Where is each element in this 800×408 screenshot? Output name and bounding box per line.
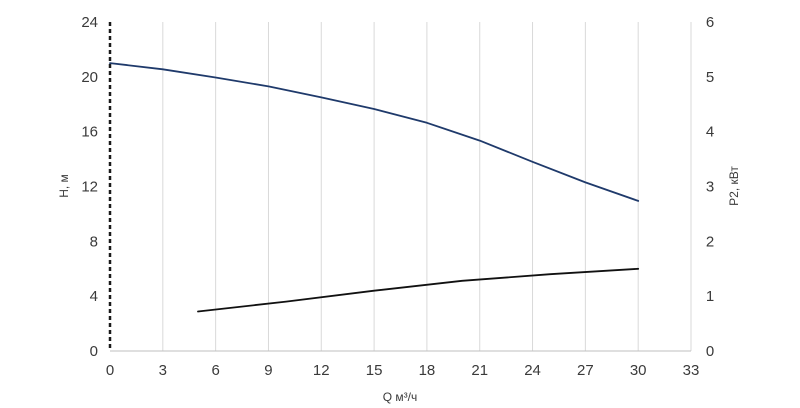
right-y-tick-label: 4: [706, 124, 714, 141]
left-y-tick-label: 8: [90, 233, 98, 250]
left-y-axis-label: H, м: [57, 174, 71, 198]
right-y-tick-label: 3: [706, 179, 714, 196]
grid: [162, 22, 692, 351]
right-y-axis-label: P2, кВт: [727, 166, 741, 206]
right-y-tick-label: 6: [706, 14, 714, 31]
left-y-tick-label: 20: [81, 69, 98, 86]
left-y-tick-label: 16: [81, 124, 98, 141]
right-y-tick-label: 0: [706, 343, 714, 360]
left-y-tick-label: 4: [90, 288, 98, 305]
right-y-tick-label: 2: [706, 233, 714, 250]
x-tick-label: 15: [366, 362, 383, 379]
x-tick-label: 33: [683, 362, 700, 379]
right-y-tick-label: 5: [706, 69, 714, 86]
x-tick-label: 3: [159, 362, 167, 379]
series: [109, 62, 640, 313]
right-y-tick-label: 1: [706, 288, 714, 305]
x-tick-label: 0: [106, 362, 114, 379]
x-tick-label: 24: [524, 362, 541, 379]
x-axis-label: Q м³/ч: [383, 390, 418, 404]
left-y-tick-label: 12: [81, 179, 98, 196]
x-tick-label: 6: [211, 362, 219, 379]
head-curve-line: [109, 62, 640, 202]
x-tick-label: 27: [577, 362, 594, 379]
x-tick-label: 30: [630, 362, 647, 379]
left-y-tick-label: 24: [81, 14, 98, 31]
x-tick-label: 18: [419, 362, 436, 379]
power-curve-line: [197, 267, 640, 313]
x-tick-label: 9: [264, 362, 272, 379]
axes: [108, 22, 691, 352]
x-tick-label: 12: [313, 362, 330, 379]
left-y-tick-label: 0: [90, 343, 98, 360]
x-tick-label: 21: [471, 362, 488, 379]
